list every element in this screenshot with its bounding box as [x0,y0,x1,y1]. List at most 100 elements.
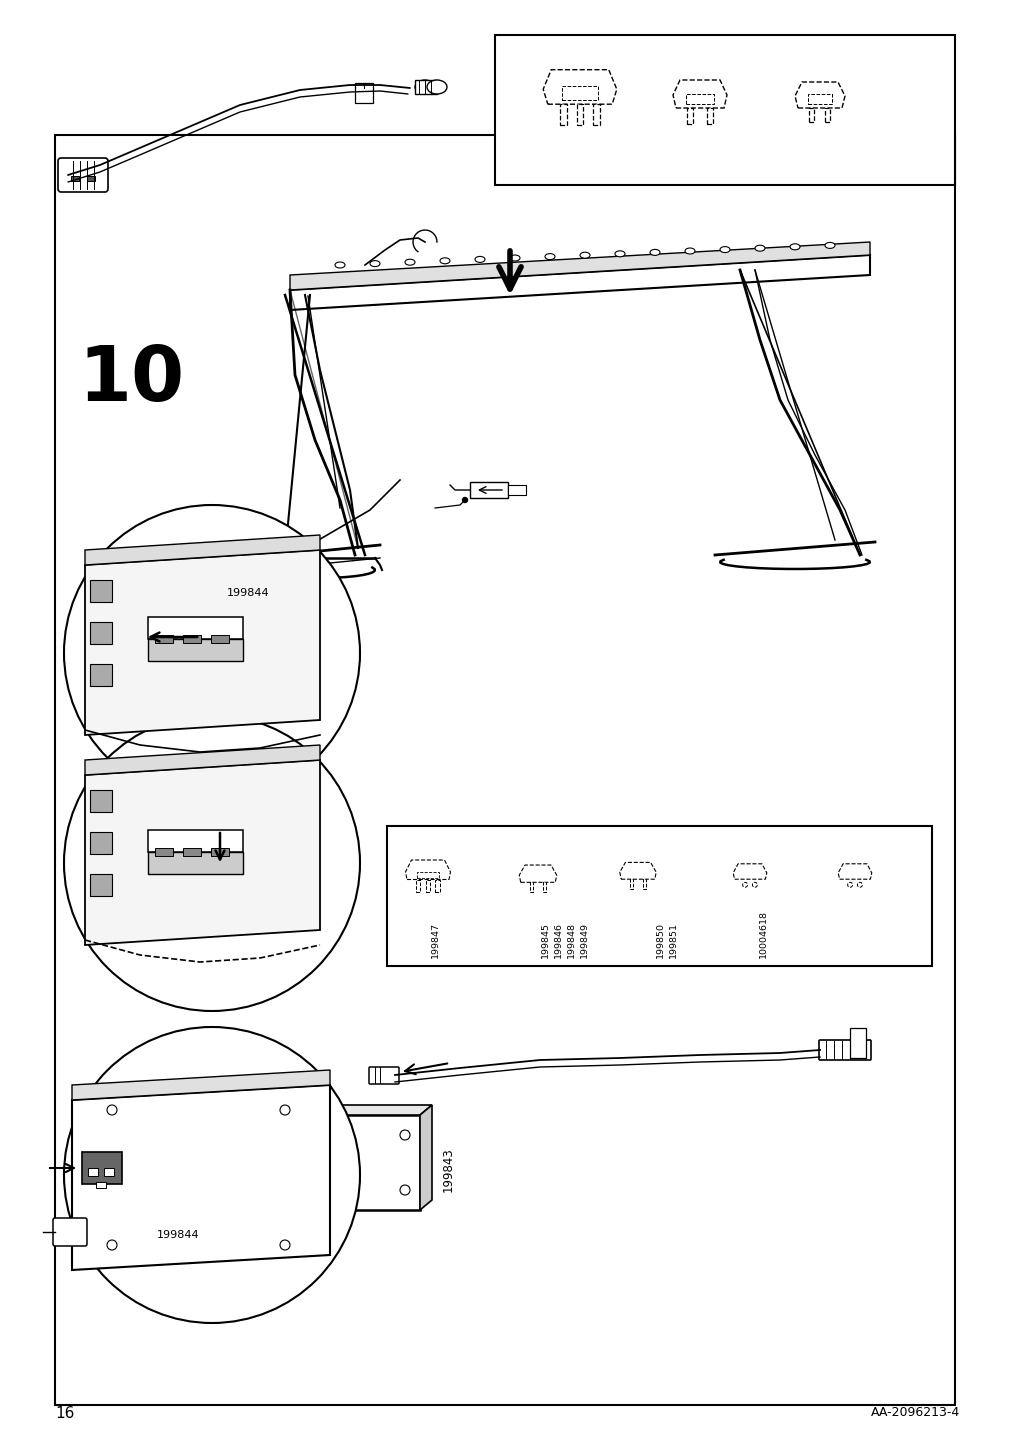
Bar [155,848,173,856]
Bar [469,483,508,498]
Bar [415,80,437,95]
Bar [87,176,95,180]
Bar [825,107,830,122]
Polygon shape [72,1085,330,1270]
Bar [435,879,440,892]
Circle shape [200,1186,210,1194]
Bar [355,83,373,103]
Circle shape [462,497,467,503]
Circle shape [399,1186,409,1194]
Polygon shape [420,1106,432,1210]
Circle shape [64,505,360,800]
FancyBboxPatch shape [58,158,108,192]
Bar [561,86,598,100]
Circle shape [107,1106,117,1116]
Circle shape [856,882,861,888]
Ellipse shape [579,252,589,258]
Bar [148,852,243,874]
Bar [71,176,79,180]
FancyBboxPatch shape [369,1067,398,1084]
Bar [426,879,430,892]
Text: 199848: 199848 [566,922,575,958]
Text: 10: 10 [78,344,184,417]
Bar [90,874,112,896]
Bar [183,848,201,856]
Circle shape [200,1130,210,1140]
Circle shape [280,1240,290,1250]
Bar [417,872,439,878]
Bar [148,639,243,662]
Ellipse shape [440,258,450,263]
Circle shape [107,1240,117,1250]
Text: 199843: 199843 [441,1147,454,1193]
Polygon shape [290,242,869,291]
Bar [90,580,112,601]
Ellipse shape [404,259,415,265]
Text: 199846: 199846 [553,922,562,958]
Polygon shape [543,70,616,105]
Circle shape [64,715,360,1011]
Bar [190,1116,420,1210]
Polygon shape [733,863,766,879]
Polygon shape [85,745,319,775]
Bar [82,1151,122,1184]
Ellipse shape [824,242,834,248]
Ellipse shape [790,243,800,249]
Text: 10004618: 10004618 [758,909,766,958]
Ellipse shape [335,262,345,268]
Bar [148,617,243,639]
Text: 199849: 199849 [579,922,588,958]
Bar [642,879,645,889]
Polygon shape [290,255,869,309]
Polygon shape [837,863,870,879]
Bar [849,1028,865,1058]
Ellipse shape [510,255,520,261]
Bar [386,826,931,967]
Ellipse shape [754,245,764,251]
Text: 199845: 199845 [540,922,549,958]
Bar [576,105,583,125]
Bar [560,105,567,125]
Polygon shape [672,80,726,107]
Text: 199847: 199847 [430,922,439,958]
Bar [508,485,526,495]
Bar [88,1169,98,1176]
Bar [104,1169,114,1176]
Polygon shape [405,861,450,879]
Bar [90,790,112,812]
Polygon shape [519,865,556,882]
Bar [629,879,633,889]
Ellipse shape [427,80,447,95]
Bar [416,879,421,892]
Ellipse shape [719,246,729,252]
Bar [183,634,201,643]
Ellipse shape [684,248,695,253]
Text: 16: 16 [55,1405,74,1421]
Polygon shape [85,536,319,566]
Bar [90,621,112,644]
Bar [90,832,112,853]
Bar [809,107,814,122]
Bar [707,107,713,125]
Ellipse shape [649,249,659,255]
Ellipse shape [370,261,379,266]
Bar [494,34,954,185]
Bar [55,135,954,1405]
Circle shape [280,1106,290,1116]
Bar [155,634,173,643]
Polygon shape [85,550,319,735]
Bar [210,634,228,643]
Polygon shape [190,1106,432,1116]
Ellipse shape [615,251,625,256]
Bar [686,107,693,125]
Ellipse shape [415,80,435,95]
FancyBboxPatch shape [53,1219,87,1246]
Text: 199844: 199844 [157,1230,199,1240]
Ellipse shape [545,253,554,259]
Bar [90,664,112,686]
Polygon shape [85,760,319,945]
Circle shape [742,882,747,888]
Text: 199851: 199851 [668,922,676,958]
Circle shape [847,882,851,888]
Bar [542,882,546,892]
